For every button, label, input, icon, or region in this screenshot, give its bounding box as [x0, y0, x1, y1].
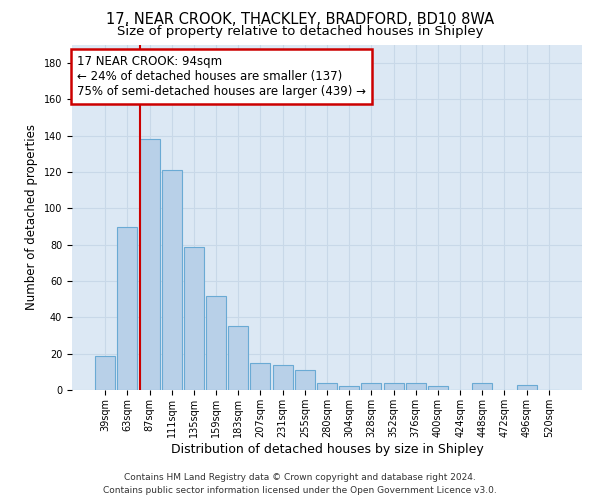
Bar	[184, 246, 204, 390]
Bar	[162, 170, 182, 390]
Bar	[406, 382, 426, 390]
Y-axis label: Number of detached properties: Number of detached properties	[25, 124, 38, 310]
Bar	[339, 386, 359, 390]
Bar	[272, 364, 293, 390]
Bar	[228, 326, 248, 390]
Bar	[317, 382, 337, 390]
Bar	[295, 370, 315, 390]
Bar	[383, 382, 404, 390]
Text: Size of property relative to detached houses in Shipley: Size of property relative to detached ho…	[117, 25, 483, 38]
X-axis label: Distribution of detached houses by size in Shipley: Distribution of detached houses by size …	[170, 442, 484, 456]
Bar	[428, 386, 448, 390]
Bar	[472, 382, 492, 390]
Text: 17, NEAR CROOK, THACKLEY, BRADFORD, BD10 8WA: 17, NEAR CROOK, THACKLEY, BRADFORD, BD10…	[106, 12, 494, 28]
Bar	[206, 296, 226, 390]
Bar	[140, 140, 160, 390]
Text: Contains HM Land Registry data © Crown copyright and database right 2024.
Contai: Contains HM Land Registry data © Crown c…	[103, 474, 497, 495]
Bar	[118, 226, 137, 390]
Bar	[361, 382, 382, 390]
Text: 17 NEAR CROOK: 94sqm
← 24% of detached houses are smaller (137)
75% of semi-deta: 17 NEAR CROOK: 94sqm ← 24% of detached h…	[77, 56, 366, 98]
Bar	[95, 356, 115, 390]
Bar	[517, 384, 536, 390]
Bar	[250, 363, 271, 390]
